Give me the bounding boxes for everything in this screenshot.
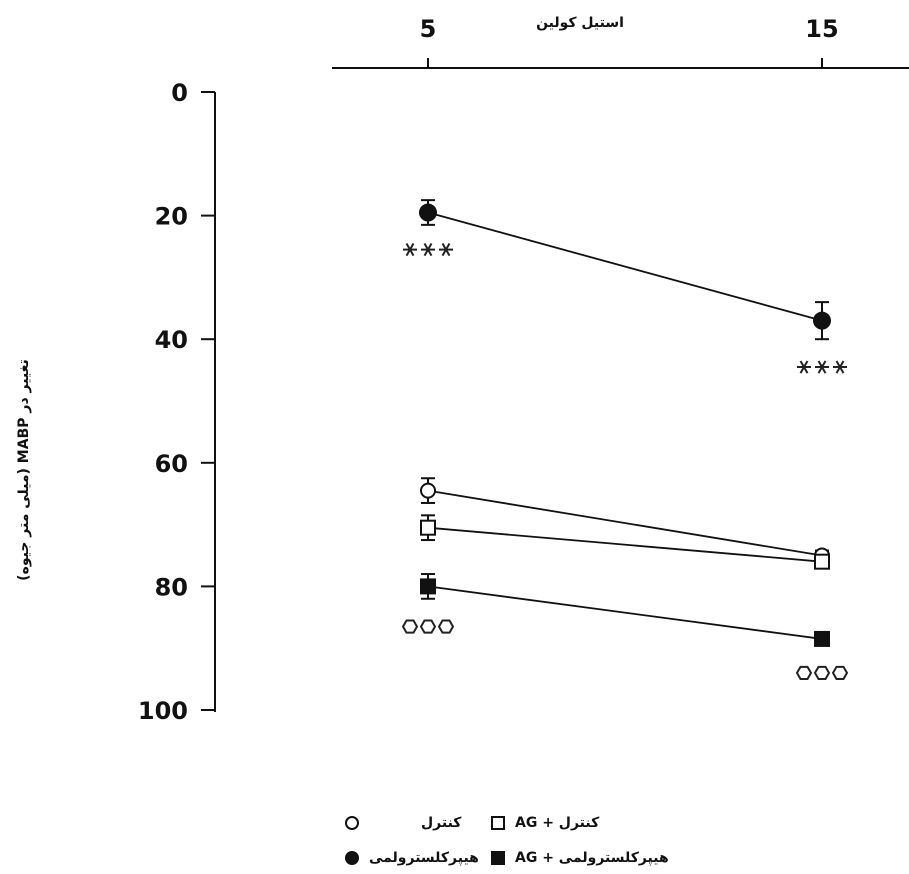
data-point-filled-square [814,630,830,647]
series-line-4 [427,585,823,640]
y-ticks: 0 20 40 60 80 100 [138,79,215,725]
significance-star-icon [797,360,811,374]
data-point-filled-circle [419,203,437,222]
data-point-open-square [420,519,436,536]
significance-hexagon-icon [401,619,419,634]
significance-hexagon-icon [437,619,455,634]
y-tick-label-40: 40 [155,326,188,354]
series-line-3 [427,526,823,563]
significance-annotations [401,243,849,680]
significance-hexagon-icon [813,665,831,680]
y-tick-label-100: 100 [138,697,188,725]
data-point-filled-circle [813,311,831,330]
y-tick-label-80: 80 [155,573,188,601]
series-line-1 [427,211,823,322]
data-point-open-square [814,553,830,570]
data-point-open-circle [420,482,436,499]
significance-star-icon [421,243,435,257]
significance-hexagon-icon [795,665,813,680]
significance-hexagon-icon [419,619,437,634]
y-axis-title: تغییر در MABP (میلی متر جیوه) [16,359,32,581]
y-tick-label-20: 20 [155,203,188,231]
significance-hexagon-icon [831,665,849,680]
x-tick-label-5: 5 [420,15,437,43]
significance-star-icon [833,360,847,374]
significance-star-icon [403,243,417,257]
x-tick-label-15: 15 [805,15,838,43]
y-tick-label-60: 60 [155,450,188,478]
series-line-2 [427,489,823,557]
significance-star-icon [439,243,453,257]
significance-star-icon [815,360,829,374]
series-lines [427,211,823,640]
series-markers [419,199,831,647]
y-tick-label-0: 0 [171,79,188,107]
x-axis-title: استیل کولین [536,15,624,31]
data-point-filled-square [420,578,436,595]
